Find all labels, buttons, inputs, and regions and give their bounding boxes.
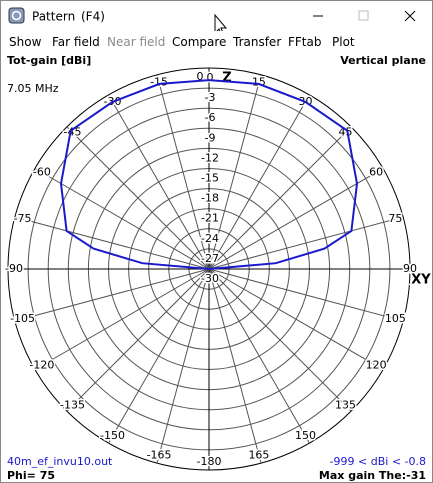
menu-item[interactable]: Compare [172,35,227,49]
angle-tick-label: 150 [295,429,316,442]
angle-tick-label: -45 [64,126,82,139]
r-tick-label: -27 [201,252,219,265]
title-bar: Pattern (F4) [1,1,432,37]
gain-range: -999 < dBi < -0.8 [330,455,426,468]
grid-spoke [108,268,210,444]
r-tick-label: -15 [201,172,219,185]
angle-tick-label: -105 [10,312,35,325]
angle-tick-label: -135 [60,398,85,411]
grid-spoke [66,126,210,270]
r-tick-label: 0 [207,71,214,84]
close-button[interactable] [404,10,416,22]
angle-tick-label: -120 [29,359,54,372]
file-name: 40m_ef_invu10.out [7,455,113,468]
polar-chart: Tot-gain [dBi] Vertical plane 7.05 MHz 4… [4,54,432,482]
r-tick-label: -30 [201,272,219,285]
angle-tick-label: 60 [369,166,383,179]
angle-tick-label: -90 [5,262,23,275]
grid-spoke [34,168,210,270]
menu-item[interactable]: Show [9,35,42,49]
angle-tick-label: 165 [248,448,269,461]
menu-item[interactable]: Transfer [233,35,282,49]
angle-tick-label: -60 [33,166,51,179]
angle-tick-label: 120 [366,359,387,372]
grid-spoke [208,268,310,444]
grid-spoke [208,268,384,370]
grid-spoke [34,268,210,370]
angle-tick-label: 0 [197,70,204,83]
grid-spoke [208,94,310,270]
angle-tick-label: 105 [385,312,406,325]
grid-spoke [208,268,404,322]
grid-spoke [208,74,262,270]
menu-item: Near field [107,35,166,49]
angle-tick-label: -75 [14,212,32,225]
r-tick-label: -18 [201,192,219,205]
grid-spoke [208,126,352,270]
grid-spoke [208,216,404,270]
grid-spoke [208,168,384,270]
menu-bar: Show Far field Near field Compare Transfer FF… [1,31,432,53]
r-tick-label: -12 [201,151,219,164]
angle-tick-label: 135 [335,398,356,411]
angle-tick-label: 75 [388,212,402,225]
title-bar-graphics: Pattern (F4) [8,7,416,37]
r-tick-label: -3 [205,91,216,104]
grid-spoke [208,268,352,412]
grid-spoke [14,216,210,270]
phi-label: Phi= 75 [7,469,55,482]
maximize-button[interactable] [358,10,369,21]
frequency-label: 7.05 MHz [7,82,59,95]
app-icon-glyph [11,10,22,21]
grid-spoke [14,268,210,322]
grid-spoke [108,94,210,270]
r-tick-label: -6 [205,111,216,124]
grid-spoke [208,268,262,464]
angle-tick-label: -180 [197,455,222,468]
max-gain: Max gain The:-31 [319,469,426,482]
r-tick-label: -21 [201,212,219,225]
menu-item[interactable]: Far field [52,35,100,49]
mouse-cursor [214,13,228,37]
r-tick-label: -24 [201,232,219,245]
r-tick-label: -9 [205,131,216,144]
angle-tick-label: 90 [403,262,417,275]
angle-tick-label: -165 [147,448,172,461]
angle-tick-label: 45 [338,126,352,139]
window-title: Pattern [32,10,75,24]
grid-spoke [66,268,210,412]
window-shortcut: (F4) [81,10,105,24]
angle-tick-label: -150 [100,429,125,442]
grid-spoke [156,74,210,270]
horizon-label: XY [411,273,431,288]
gain-pattern [59,79,359,270]
menu-item[interactable]: FFtab [288,35,322,49]
app-icon [8,7,25,24]
grid-spoke [156,268,210,464]
chart-title: Tot-gain [dBi] [7,54,91,67]
chart-subtitle: Vertical plane [340,54,426,67]
zenith-label: Z [222,71,231,86]
menu-item[interactable]: Plot [332,35,355,49]
